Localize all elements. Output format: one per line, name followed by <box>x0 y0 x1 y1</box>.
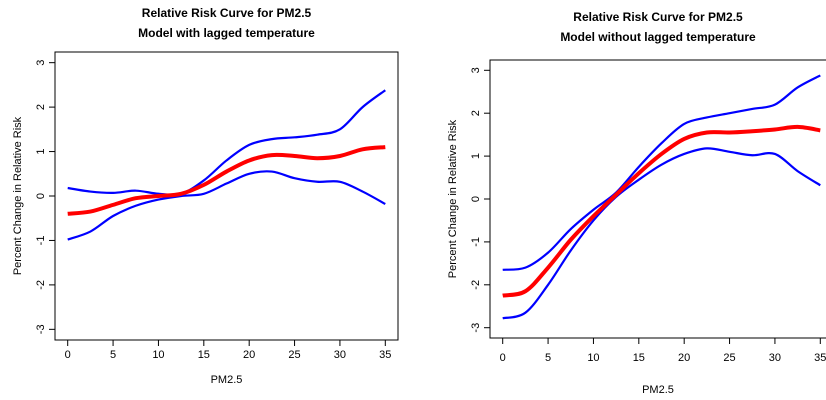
y-tick-label: 2 <box>35 104 47 110</box>
y-tick-label: 1 <box>470 153 482 159</box>
x-tick-label: 10 <box>587 352 599 364</box>
x-tick-label: 5 <box>545 352 551 364</box>
x-tick-label: 15 <box>198 349 210 361</box>
y-tick-label: -2 <box>35 280 47 290</box>
curve <box>502 147 821 320</box>
x-tick-label: 10 <box>152 349 164 361</box>
x-tick-label: 20 <box>243 349 255 361</box>
curve <box>502 74 821 271</box>
y-tick-label: -1 <box>470 237 482 247</box>
y-tick-label: 0 <box>35 193 47 199</box>
chart-title: Relative Risk Curve for PM2.5 <box>142 6 312 20</box>
x-tick-label: 0 <box>65 349 71 361</box>
x-tick-label: 20 <box>678 352 690 364</box>
x-tick-label: 35 <box>814 352 826 364</box>
y-tick-label: 2 <box>470 110 482 116</box>
plot-frame <box>54 51 399 341</box>
y-tick-label: 1 <box>35 148 47 154</box>
x-tick-label: 30 <box>334 349 346 361</box>
y-tick-label: 3 <box>470 67 482 73</box>
chart-title: Relative Risk Curve for PM2.5 <box>573 10 743 24</box>
chart-subtitle: Model without lagged temperature <box>560 30 756 44</box>
x-tick-label: 30 <box>769 352 781 364</box>
curve <box>502 124 821 298</box>
x-axis-label: PM2.5 <box>642 384 674 396</box>
curve <box>67 89 386 196</box>
y-tick-label: -2 <box>470 280 482 290</box>
x-tick-label: 35 <box>379 349 391 361</box>
x-tick-label: 25 <box>288 349 300 361</box>
y-tick-label: -3 <box>35 324 47 334</box>
y-axis-label: Percent Change in Relative Risk <box>447 119 459 278</box>
x-axis-label: PM2.5 <box>211 374 243 386</box>
y-axis-label: Percent Change in Relative Risk <box>12 116 24 275</box>
y-tick-label: -3 <box>470 323 482 333</box>
x-tick-label: 15 <box>633 352 645 364</box>
x-tick-label: 25 <box>723 352 735 364</box>
x-tick-label: 5 <box>110 349 116 361</box>
y-tick-label: 3 <box>35 60 47 66</box>
y-tick-label: 0 <box>470 196 482 202</box>
chart-subtitle: Model with lagged temperature <box>138 26 315 40</box>
curve <box>67 170 386 241</box>
curve <box>67 145 386 216</box>
y-tick-label: -1 <box>35 236 47 246</box>
x-tick-label: 0 <box>500 352 506 364</box>
